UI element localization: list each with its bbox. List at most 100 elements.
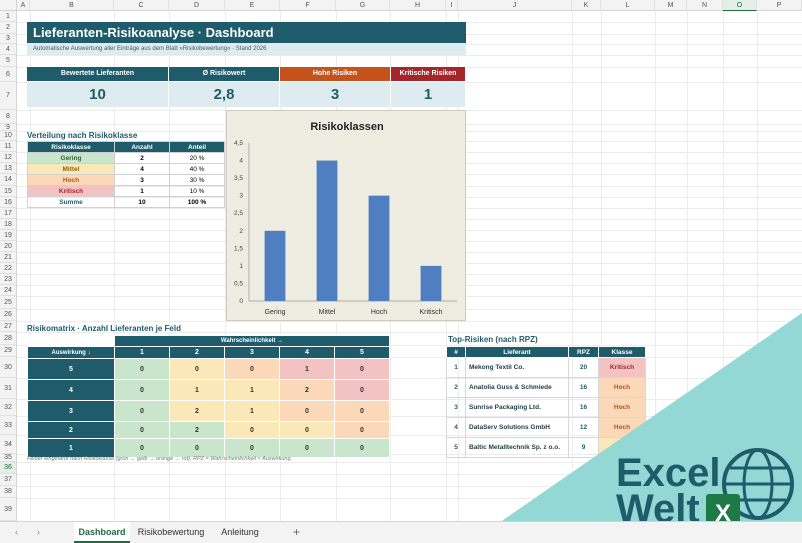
row-header-38[interactable]: 38 (0, 486, 17, 498)
matrix-cell[interactable]: 0 (279, 400, 335, 422)
row-header-33[interactable]: 33 (0, 416, 17, 435)
matrix-cell[interactable]: 0 (334, 438, 390, 458)
table-cell[interactable]: Sunrise Packaging Ltd. (465, 397, 569, 418)
row-header-17[interactable]: 17 (0, 208, 17, 219)
row-header-18[interactable]: 18 (0, 219, 17, 230)
table-cell[interactable]: Hoch (598, 377, 646, 398)
table-cell[interactable]: 9 (568, 437, 599, 458)
table-cell[interactable]: Anatolia Guss & Schmiede (465, 377, 569, 398)
column-header-G[interactable]: G (336, 0, 390, 11)
risk-class-chart[interactable]: Risikoklassen 0 0,5 1 1,5 2 2,5 3 3,5 4 4,5 Gering M… (226, 110, 466, 321)
prev-sheet-button[interactable]: ‹ (15, 527, 18, 537)
row-header-37[interactable]: 37 (0, 474, 17, 486)
matrix-cell[interactable]: 1 (224, 379, 280, 401)
row-header-21[interactable]: 21 (0, 252, 17, 263)
row-header-31[interactable]: 31 (0, 378, 17, 399)
matrix-cell[interactable]: 0 (334, 400, 390, 422)
column-header-C[interactable]: C (114, 0, 169, 11)
column-header-N[interactable]: N (687, 0, 723, 11)
table-cell[interactable]: 2 (446, 377, 466, 398)
table-cell[interactable]: 100 % (169, 196, 225, 208)
table-cell[interactable]: Gering (27, 152, 115, 164)
table-cell[interactable]: Kritisch (598, 357, 646, 378)
matrix-cell[interactable]: 0 (334, 358, 390, 380)
matrix-cell[interactable]: 0 (279, 438, 335, 458)
row-header-8[interactable]: 8 (0, 110, 17, 124)
row-header-4[interactable]: 4 (0, 44, 17, 55)
matrix-cell[interactable]: 0 (114, 379, 170, 401)
row-header-27[interactable]: 27 (0, 321, 17, 332)
table-cell[interactable]: Hoch (27, 174, 115, 186)
row-header-26[interactable]: 26 (0, 309, 17, 321)
matrix-cell[interactable]: 0 (224, 421, 280, 439)
row-header-11[interactable]: 11 (0, 141, 17, 152)
row-header-2[interactable]: 2 (0, 22, 17, 34)
matrix-cell[interactable]: 0 (114, 400, 170, 422)
sheet-tab-anleitung[interactable]: Anleitung (221, 527, 259, 537)
matrix-cell[interactable]: 2 (279, 379, 335, 401)
table-cell[interactable]: 16 (568, 397, 599, 418)
row-header-9[interactable]: 9 (0, 124, 17, 131)
table-cell[interactable]: Hoch (598, 417, 646, 438)
row-header-29[interactable]: 29 (0, 345, 17, 357)
column-header-I[interactable]: I (446, 0, 458, 11)
matrix-cell[interactable]: 0 (279, 421, 335, 439)
matrix-cell[interactable]: 2 (169, 400, 225, 422)
matrix-cell[interactable]: 0 (334, 379, 390, 401)
column-header-L[interactable]: L (601, 0, 655, 11)
table-cell[interactable]: 4 (446, 417, 466, 438)
row-header-36[interactable]: 36 (0, 462, 17, 474)
table-cell[interactable]: 30 % (169, 174, 225, 186)
matrix-cell[interactable]: 0 (114, 438, 170, 458)
row-header-35[interactable]: 35 (0, 454, 17, 462)
table-cell[interactable]: 10 % (169, 185, 225, 197)
table-cell[interactable]: 1 (114, 185, 170, 197)
row-header-30[interactable]: 30 (0, 357, 17, 378)
next-sheet-button[interactable]: › (37, 527, 40, 537)
table-cell[interactable]: 16 (568, 377, 599, 398)
column-header-E[interactable]: E (225, 0, 280, 11)
table-cell[interactable]: 2 (114, 152, 170, 164)
column-header-H[interactable]: H (390, 0, 446, 11)
row-header-7[interactable]: 7 (0, 82, 17, 110)
table-cell[interactable]: 12 (568, 417, 599, 438)
table-cell[interactable]: 10 (114, 196, 170, 208)
row-header-3[interactable]: 3 (0, 34, 17, 44)
row-header-19[interactable]: 19 (0, 230, 17, 241)
row-header-13[interactable]: 13 (0, 163, 17, 174)
matrix-cell[interactable]: 2 (169, 421, 225, 439)
table-cell[interactable]: DataServ Solutions GmbH (465, 417, 569, 438)
row-header-22[interactable]: 22 (0, 263, 17, 274)
matrix-cell[interactable]: 1 (224, 400, 280, 422)
row-header-6[interactable]: 6 (0, 67, 17, 82)
matrix-cell[interactable]: 0 (224, 438, 280, 458)
row-header-12[interactable]: 12 (0, 152, 17, 163)
row-header-32[interactable]: 32 (0, 399, 17, 416)
row-header-1[interactable]: 1 (0, 11, 17, 22)
column-header-F[interactable]: F (280, 0, 336, 11)
table-cell[interactable]: 3 (114, 174, 170, 186)
matrix-cell[interactable]: 0 (169, 358, 225, 380)
sheet-tab-risikobewertung[interactable]: Risikobewertung (137, 527, 205, 537)
row-header-25[interactable]: 25 (0, 296, 17, 309)
row-header-34[interactable]: 34 (0, 435, 17, 454)
matrix-cell[interactable]: 0 (114, 358, 170, 380)
row-header-14[interactable]: 14 (0, 174, 17, 186)
table-cell[interactable]: 3 (446, 397, 466, 418)
table-cell[interactable]: 40 % (169, 163, 225, 175)
table-cell[interactable]: 4 (114, 163, 170, 175)
matrix-cell[interactable]: 0 (169, 438, 225, 458)
table-cell[interactable]: Hoch (598, 397, 646, 418)
column-header-P[interactable]: P (757, 0, 802, 11)
matrix-cell[interactable]: 0 (334, 421, 390, 439)
table-cell[interactable]: Mekong Textil Co. (465, 357, 569, 378)
row-header-5[interactable]: 5 (0, 55, 17, 67)
row-header-15[interactable]: 15 (0, 186, 17, 197)
column-header-M[interactable]: M (655, 0, 687, 11)
column-header-A[interactable]: A (17, 0, 30, 11)
table-cell[interactable]: Baltic Metalltechnik Sp. z o.o. (465, 437, 569, 458)
table-cell[interactable]: Mittel (27, 163, 115, 175)
matrix-cell[interactable]: 0 (114, 421, 170, 439)
table-cell[interactable]: 1 (446, 357, 466, 378)
row-header-28[interactable]: 28 (0, 332, 17, 345)
